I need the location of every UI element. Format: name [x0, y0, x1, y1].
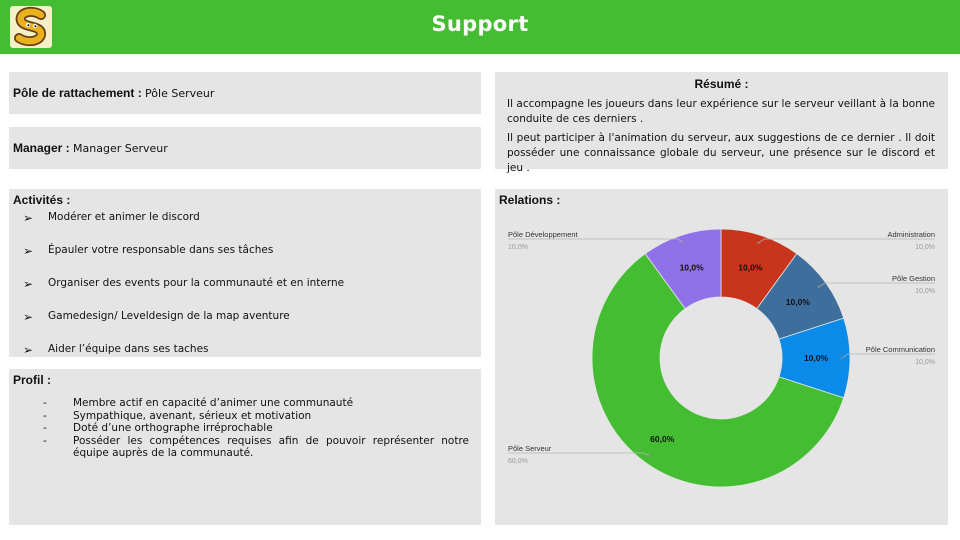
manager-label: Manager :	[13, 141, 70, 155]
profil-list: - Membre actif en capacité d’animer une c…	[43, 397, 469, 460]
slice-value-label: 60,0%	[650, 434, 675, 444]
activites-title: Activités :	[13, 193, 71, 207]
pole-label: Pôle de rattachement :	[13, 86, 142, 100]
leader-dot	[757, 241, 760, 245]
list-item: - Membre actif en capacité d’animer une c…	[43, 397, 469, 410]
list-item: - Sympathique, avenant, sérieux et motiva…	[43, 410, 469, 423]
arrow-bullet-icon: ➢	[23, 277, 34, 291]
leader-dot	[682, 241, 685, 245]
leader-dot	[840, 356, 844, 360]
relations-title: Relations :	[499, 193, 561, 207]
activites-list: ➢ Modérer et animer le discord ➢ Épauler v…	[23, 211, 344, 376]
leader-line	[841, 353, 935, 359]
legend-value: 10,0%	[915, 288, 935, 295]
profil-title: Profil :	[13, 373, 51, 387]
page-title: Support	[431, 12, 529, 36]
leader-dot	[648, 454, 652, 458]
dash-bullet: -	[43, 422, 47, 434]
slice-value-label: 10,0%	[738, 263, 763, 273]
activite-text: Gamedesign/ Leveldesign de la map aventu…	[48, 310, 290, 322]
relations-donut-chart: 10,0% Administration 10,0% 10,0% Pôle Gestio…	[508, 228, 935, 488]
arrow-bullet-icon: ➢	[23, 343, 34, 357]
leader-line	[758, 238, 935, 244]
list-item: ➢ Épauler votre responsable dans ses tâch…	[23, 244, 344, 277]
arrow-bullet-icon: ➢	[23, 310, 34, 324]
legend-label: Administration	[887, 230, 935, 239]
donut-slice-p-le-serveur[interactable]	[591, 253, 845, 488]
pole-rattachement-box: Pôle de rattachement : Pôle Serveur	[9, 72, 481, 114]
dash-bullet: -	[43, 409, 47, 422]
pole-value: Pôle Serveur	[145, 87, 215, 100]
manager-value: Manager Serveur	[73, 142, 168, 155]
profil-text: Posséder les compétences requises afin d…	[73, 434, 469, 460]
profil-text: Sympathique, avenant, sérieux et motivat…	[73, 409, 312, 422]
activite-text: Aider l’équipe dans ses taches	[48, 343, 209, 355]
snake-s-logo-icon[interactable]	[10, 6, 52, 48]
slice-value-label: 10,0%	[804, 353, 829, 363]
list-item: ➢ Organiser des events pour la communauté…	[23, 277, 344, 310]
legend-value: 60,0%	[508, 458, 528, 465]
activite-text: Modérer et animer le discord	[48, 211, 200, 223]
resume-paragraph: Il peut participer à l'animation du serv…	[507, 132, 935, 174]
dash-bullet: -	[43, 434, 47, 447]
legend-value: 10,0%	[508, 244, 528, 251]
leader-line	[508, 238, 684, 244]
slice-value-label: 10,0%	[786, 297, 811, 307]
donut-slice-p-le-d-veloppement[interactable]	[644, 228, 722, 310]
profil-text: Membre actif en capacité d’animer une co…	[73, 397, 354, 409]
leader-line	[818, 282, 935, 288]
resume-box: Résumé : Il accompagne les joueurs dans …	[495, 72, 948, 174]
resume-paragraph: Il accompagne les joueurs dans leur expé…	[507, 98, 935, 125]
leader-dot	[817, 285, 821, 289]
list-item: ➢ Aider l’équipe dans ses taches	[23, 343, 344, 376]
header-bar: Support	[0, 0, 960, 54]
arrow-bullet-icon: ➢	[23, 244, 34, 258]
profil-text: Doté d’une orthographe irréprochable	[73, 422, 273, 434]
legend-label: Pôle Serveur	[508, 444, 552, 453]
legend-label: Pôle Communication	[866, 345, 935, 354]
dash-bullet: -	[43, 397, 47, 409]
list-item: ➢ Gamedesign/ Leveldesign de la map avent…	[23, 310, 344, 343]
activite-text: Organiser des events pour la communauté …	[48, 277, 345, 289]
activites-box: Activités : ➢ Modérer et animer le discor…	[9, 189, 481, 357]
resume-title: Résumé :	[694, 77, 749, 91]
profil-box: Profil : - Membre actif en capacité d’ani…	[9, 369, 481, 525]
leader-line	[508, 452, 651, 457]
legend-value: 10,0%	[915, 359, 935, 366]
list-item: - Posséder les compétences requises afin …	[43, 435, 469, 460]
arrow-bullet-icon: ➢	[23, 211, 34, 225]
list-item: ➢ Modérer et animer le discord	[23, 211, 344, 244]
legend-label: Pôle Gestion	[892, 274, 935, 283]
slice-value-label: 10,0%	[680, 263, 705, 273]
legend-label: Pôle Développement	[508, 230, 579, 239]
activite-text: Épauler votre responsable dans ses tâche…	[48, 244, 274, 256]
manager-box: Manager : Manager Serveur	[9, 127, 481, 169]
list-item: - Doté d’une orthographe irréprochable	[43, 422, 469, 435]
legend-value: 10,0%	[915, 244, 935, 251]
relations-box: Relations : 10,0% Administration 10,0% 10,0…	[495, 189, 948, 525]
